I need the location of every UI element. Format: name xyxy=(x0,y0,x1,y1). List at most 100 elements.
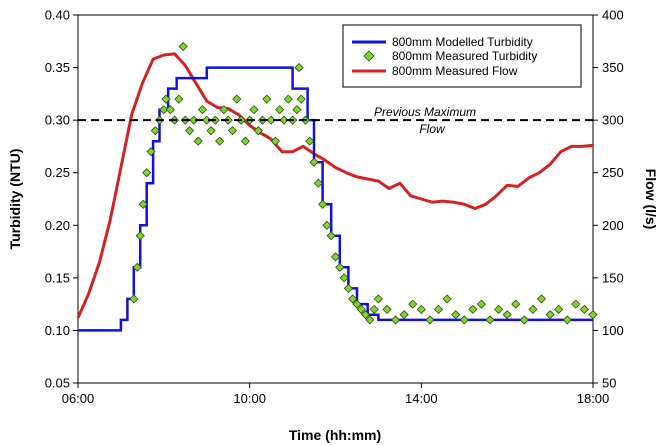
measured-turbidity-point xyxy=(193,136,203,146)
measured-turbidity-point xyxy=(197,105,208,115)
measured-turbidity-point xyxy=(174,94,184,104)
measured-turbidity-point xyxy=(571,299,581,309)
ticks-layer: 06:00 10:00 14:00 18:00 0.05 0.10 0.15 0.20 0.25… xyxy=(45,8,624,407)
threshold-layer: Previous Maximum Flow xyxy=(78,105,593,136)
measured-turbidity-point xyxy=(451,310,461,320)
measured-turbidity-point xyxy=(266,115,276,125)
measured-turbidity-point xyxy=(326,231,336,241)
legend-label-flow: 800mm Measured Flow xyxy=(392,64,518,78)
measured-turbidity-point xyxy=(579,304,589,314)
measured-turbidity-point xyxy=(142,168,152,178)
measured-turbidity-point xyxy=(554,304,564,314)
measured-turbidity-point xyxy=(294,63,304,73)
legend: 800mm Modelled Turbidity 800mm Measured … xyxy=(342,24,582,88)
measured-turbidity-point xyxy=(360,310,371,320)
measured-turbidity-point xyxy=(391,315,401,325)
measured-turbidity-point xyxy=(279,115,289,125)
y-right-axis-title: Flow (l/s) xyxy=(643,169,659,230)
y-right-tick-label: 400 xyxy=(602,8,624,23)
y-left-tick-label: 0.30 xyxy=(45,113,70,128)
y-left-tick-label: 0.35 xyxy=(45,60,70,75)
measured-turbidity-point xyxy=(249,105,259,115)
annotation-line-2: Flow xyxy=(419,122,446,136)
measured-turbidity-point xyxy=(275,105,285,115)
measured-turbidity-point xyxy=(352,299,362,309)
measured-turbidity-point xyxy=(494,304,504,314)
measured-turbidity-point xyxy=(313,178,323,188)
measured-turbidity-point xyxy=(185,126,195,136)
measured-turbidity-point xyxy=(343,283,353,293)
measured-turbidity-point xyxy=(240,136,250,146)
measured-turbidity-point xyxy=(318,199,328,209)
measured-turbidity-point xyxy=(159,105,169,115)
measured-turbidity-point xyxy=(399,310,409,320)
measured-turbidity-point xyxy=(270,136,280,146)
measured-turbidity-point xyxy=(519,315,529,325)
x-tick-label: 10:00 xyxy=(233,391,266,406)
x-tick-label: 18:00 xyxy=(577,391,610,406)
measured-turbidity-point xyxy=(253,126,263,136)
y-left-tick-label: 0.10 xyxy=(45,323,70,338)
y-right-tick-label: 200 xyxy=(602,218,624,233)
plot-frame xyxy=(77,14,594,384)
measured-turbidity-point xyxy=(206,126,216,136)
measured-turbidity-point xyxy=(369,304,379,314)
measured-turbidity-point xyxy=(146,147,156,157)
measured-turbidity-point xyxy=(588,310,598,320)
measured-turbidity-point xyxy=(232,94,242,104)
measured-turbidity-point xyxy=(215,136,225,146)
y-right-tick-label: 50 xyxy=(602,376,616,391)
measured-turbidity-point xyxy=(296,94,306,104)
y-left-tick-label: 0.15 xyxy=(45,270,70,285)
measured-turbidity-point xyxy=(339,273,349,283)
series-line-measured-flow xyxy=(76,52,594,319)
legend-label-modelled: 800mm Modelled Turbidity xyxy=(392,35,533,49)
measured-turbidity-point xyxy=(382,304,392,314)
measured-turbidity-point xyxy=(165,105,175,115)
y-right-tick-label: 300 xyxy=(602,113,624,128)
y-right-tick-label: 100 xyxy=(602,323,624,338)
x-tick-label: 14:00 xyxy=(405,391,438,406)
measured-turbidity-point xyxy=(132,262,142,272)
y-left-tick-label: 0.20 xyxy=(45,218,70,233)
measured-turbidity-point xyxy=(408,299,418,309)
measured-turbidity-point xyxy=(335,262,345,272)
y-right-tick-label: 350 xyxy=(602,60,624,75)
series-line-modelled-turbidity xyxy=(78,66,593,332)
annotation-line-1: Previous Maximum xyxy=(374,105,476,119)
measured-turbidity-point xyxy=(373,294,383,304)
measured-turbidity-point xyxy=(562,315,572,325)
y-right-tick-label: 150 xyxy=(602,270,624,285)
measured-turbidity-point xyxy=(129,294,139,304)
measured-turbidity-point xyxy=(202,115,212,125)
measured-turbidity-point xyxy=(178,41,188,52)
measured-turbidity-point xyxy=(292,105,302,115)
measured-turbidity-point xyxy=(219,105,229,115)
y-right-tick-label: 250 xyxy=(602,165,624,180)
measured-turbidity-point xyxy=(476,299,486,309)
measured-turbidity-point xyxy=(330,252,341,262)
measured-turbidity-point xyxy=(365,315,375,325)
measured-turbidity-point xyxy=(262,94,272,104)
x-tick-label: 06:00 xyxy=(62,391,95,406)
measured-turbidity-point xyxy=(283,94,293,104)
measured-turbidity-point xyxy=(528,304,538,314)
series-layer xyxy=(76,41,598,332)
measured-turbidity-point xyxy=(138,199,148,209)
measured-turbidity-point xyxy=(348,294,358,304)
y-left-tick-label: 0.05 xyxy=(45,376,70,391)
measured-turbidity-point xyxy=(161,94,171,104)
y-left-axis-title: Turbidity (NTU) xyxy=(7,149,23,250)
x-axis-title: Time (hh:mm) xyxy=(289,427,381,443)
measured-turbidity-point xyxy=(545,310,555,320)
measured-turbidity-point xyxy=(416,304,426,314)
measured-turbidity-point xyxy=(150,126,160,136)
measured-turbidity-point xyxy=(511,299,521,309)
measured-turbidity-point xyxy=(536,294,547,304)
measured-turbidity-point xyxy=(305,136,315,146)
measured-turbidity-point xyxy=(468,304,478,314)
legend-swatch-measured-turbidity xyxy=(363,50,375,62)
measured-turbidity-point xyxy=(189,115,199,125)
measured-turbidity-point xyxy=(135,231,145,241)
